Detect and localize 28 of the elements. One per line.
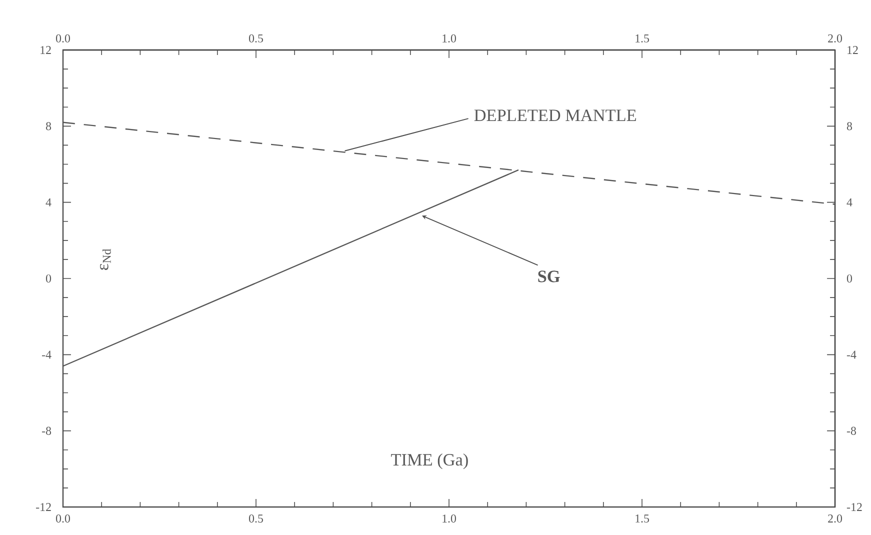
y-tick-label: -4 xyxy=(42,350,52,359)
y-tick-label: -12 xyxy=(36,503,51,511)
y-tick-label: 12 xyxy=(40,46,51,54)
x2-tick-label: 1.0 xyxy=(442,514,456,523)
x-tick-label: 0.5 xyxy=(248,34,264,42)
y-tick-label: 4 xyxy=(46,198,52,206)
y-tick-label: 0 xyxy=(46,274,52,283)
annotation: DEPLETED MANTLE xyxy=(474,110,636,121)
x-tick-label: 0.0 xyxy=(56,34,70,42)
x-tick-label: 1.5 xyxy=(636,34,650,42)
y2-tick-label: -12 xyxy=(846,503,862,511)
y-tick-label: -8 xyxy=(42,426,52,435)
y2-tick-label: -4 xyxy=(846,350,856,359)
x-tick-label: 1.0 xyxy=(442,34,456,42)
y2-tick-label: 8 xyxy=(846,122,852,130)
x-axis-title: TIME (Ga) xyxy=(391,453,468,470)
x2-tick-label: 0.0 xyxy=(56,514,70,523)
annotation: SG xyxy=(538,270,560,282)
x2-tick-label: 0.5 xyxy=(248,514,264,523)
y-tick-label: 8 xyxy=(46,122,52,130)
y2-tick-label: 4 xyxy=(846,198,852,206)
x-tick-label: 2.0 xyxy=(828,34,842,42)
y-axis-title: ε$_{Nd}$ xyxy=(100,248,111,270)
y2-tick-label: 0 xyxy=(846,274,852,283)
y2-tick-label: -8 xyxy=(846,426,856,435)
y2-tick-label: 12 xyxy=(848,46,858,54)
x2-tick-label: 1.5 xyxy=(636,514,650,523)
x2-tick-label: 2.0 xyxy=(828,514,842,523)
